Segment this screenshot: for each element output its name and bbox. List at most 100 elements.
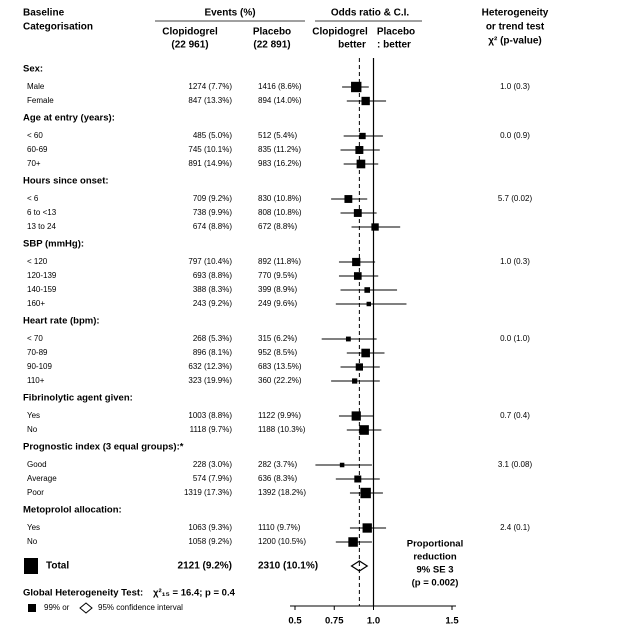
odds-ratio-square xyxy=(364,287,371,293)
odds-ratio-square xyxy=(352,378,358,384)
row-label: 13 to 24 xyxy=(27,222,56,231)
row-label: Yes xyxy=(27,523,40,532)
odds-ratio-square xyxy=(366,301,372,307)
row-label: Male xyxy=(27,82,45,91)
placebo-events: 249 (9.6%) xyxy=(258,299,297,308)
placebo-events: 1392 (18.2%) xyxy=(258,488,306,497)
global-stat: χ²₁₅ = 16.4; p = 0.4 xyxy=(153,588,236,599)
odds-ratio-square xyxy=(362,523,372,533)
odds-ratio-square xyxy=(359,132,366,140)
reduction-text: (p = 0.002) xyxy=(412,578,459,589)
header-categorisation: Categorisation xyxy=(23,22,93,33)
clopidogrel-events: 228 (3.0%) xyxy=(193,460,232,469)
heterogeneity: 1.0 (0.3) xyxy=(500,82,530,91)
legend-diamond xyxy=(79,602,93,614)
legend-square xyxy=(28,604,36,612)
odds-ratio-square xyxy=(361,348,370,358)
odds-ratio-square xyxy=(353,272,362,280)
placebo-events: 830 (10.8%) xyxy=(258,194,302,203)
header-events: Events (%) xyxy=(204,8,255,19)
clopidogrel-events: 847 (13.3%) xyxy=(188,96,232,105)
odds-ratio-square xyxy=(348,537,358,547)
placebo-events: 512 (5.4%) xyxy=(258,131,297,140)
row-label: < 6 xyxy=(27,194,39,203)
heterogeneity: 0.0 (1.0) xyxy=(500,334,530,343)
placebo-events: 1122 (9.9%) xyxy=(258,411,301,420)
heterogeneity: 0.7 (0.4) xyxy=(500,411,530,420)
row-label: < 70 xyxy=(27,334,43,343)
reduction-text: Proportional xyxy=(407,539,463,550)
global-test: Global Heterogeneity Test: xyxy=(23,588,143,599)
group-title: Sex: xyxy=(23,64,43,75)
clopidogrel-events: 1063 (9.3%) xyxy=(188,523,232,532)
clopidogrel-events: 1058 (9.2%) xyxy=(188,537,232,546)
header-left: Clopidogrel xyxy=(312,27,368,38)
odds-ratio-square xyxy=(351,81,362,93)
reduction-text: reduction xyxy=(413,552,456,563)
clopidogrel-events: 243 (9.2%) xyxy=(193,299,232,308)
header-left2: better xyxy=(338,40,366,51)
placebo-events: 983 (16.2%) xyxy=(258,159,302,168)
placebo-events: 636 (8.3%) xyxy=(258,474,297,483)
placebo-events: 672 (8.8%) xyxy=(258,222,297,231)
group-title: Heart rate (bpm): xyxy=(23,316,100,327)
header-trend: or trend test xyxy=(486,22,545,33)
odds-ratio-square xyxy=(360,487,371,499)
clopidogrel-events: 574 (7.9%) xyxy=(193,474,232,483)
placebo-events: 2310 (10.1%) xyxy=(258,561,318,572)
row-label: 60-69 xyxy=(27,145,48,154)
odds-ratio-square xyxy=(339,462,345,468)
x-tick-label: 1.5 xyxy=(445,616,459,627)
odds-ratio-square xyxy=(353,209,362,217)
x-tick-label: 0.75 xyxy=(325,616,344,627)
row-label: 110+ xyxy=(27,376,45,385)
placebo-events: 399 (8.9%) xyxy=(258,285,297,294)
odds-ratio-square xyxy=(356,159,366,169)
clopidogrel-events: 896 (8.1%) xyxy=(193,348,232,357)
group-title: Prognostic index (3 equal groups):* xyxy=(23,442,184,453)
clopidogrel-events: 693 (8.8%) xyxy=(193,271,232,280)
clopidogrel-events: 1319 (17.3%) xyxy=(184,488,232,497)
clopidogrel-events: 632 (12.3%) xyxy=(188,362,232,371)
heterogeneity: 1.0 (0.3) xyxy=(500,257,530,266)
row-label: 90-109 xyxy=(27,362,52,371)
row-label: < 60 xyxy=(27,131,43,140)
clopidogrel-events: 1118 (9.7%) xyxy=(190,425,233,434)
clopidogrel-events: 891 (14.9%) xyxy=(188,159,232,168)
odds-ratio-square xyxy=(344,195,353,203)
heterogeneity: 2.4 (0.1) xyxy=(500,523,530,532)
row-label: 70+ xyxy=(27,159,41,168)
header-chi: χ² (p-value) xyxy=(488,36,542,47)
clopidogrel-events: 2121 (9.2%) xyxy=(178,561,232,572)
header-right: Placebo xyxy=(377,27,415,38)
odds-ratio-square xyxy=(354,475,362,483)
row-label: No xyxy=(27,425,38,434)
clopidogrel-events: 1003 (8.8%) xyxy=(188,411,232,420)
clopidogrel-events: 268 (5.3%) xyxy=(193,334,232,343)
row-label: 6 to <13 xyxy=(27,208,57,217)
row-label: 160+ xyxy=(27,299,45,308)
heterogeneity: 0.0 (0.9) xyxy=(500,131,530,140)
placebo-events: 892 (11.8%) xyxy=(258,257,301,266)
row-label: 140-159 xyxy=(27,285,57,294)
group-title: Fibrinolytic agent given: xyxy=(23,393,133,404)
group-title: Metoprolol allocation: xyxy=(23,505,122,516)
placebo-events: 315 (6.2%) xyxy=(258,334,297,343)
row-label: Total xyxy=(46,561,69,572)
clopidogrel-events: 709 (9.2%) xyxy=(193,194,232,203)
row-label: Poor xyxy=(27,488,44,497)
clopidogrel-events: 1274 (7.7%) xyxy=(188,82,232,91)
header-baseline: Baseline xyxy=(23,8,65,19)
placebo-events: 1110 (9.7%) xyxy=(258,523,301,532)
header-heterogeneity: Heterogeneity xyxy=(482,8,549,19)
placebo-events: 894 (14.0%) xyxy=(258,96,302,105)
clopidogrel-events: 745 (10.1%) xyxy=(188,145,232,154)
placebo-events: 1188 (10.3%) xyxy=(258,425,306,434)
row-label: Yes xyxy=(27,411,40,420)
odds-ratio-square xyxy=(359,425,369,435)
clopidogrel-events: 485 (5.0%) xyxy=(193,131,232,140)
legend-label: 99% or xyxy=(44,603,70,612)
heterogeneity: 3.1 (0.08) xyxy=(498,460,533,469)
header-placebo: Placebo xyxy=(253,27,291,38)
